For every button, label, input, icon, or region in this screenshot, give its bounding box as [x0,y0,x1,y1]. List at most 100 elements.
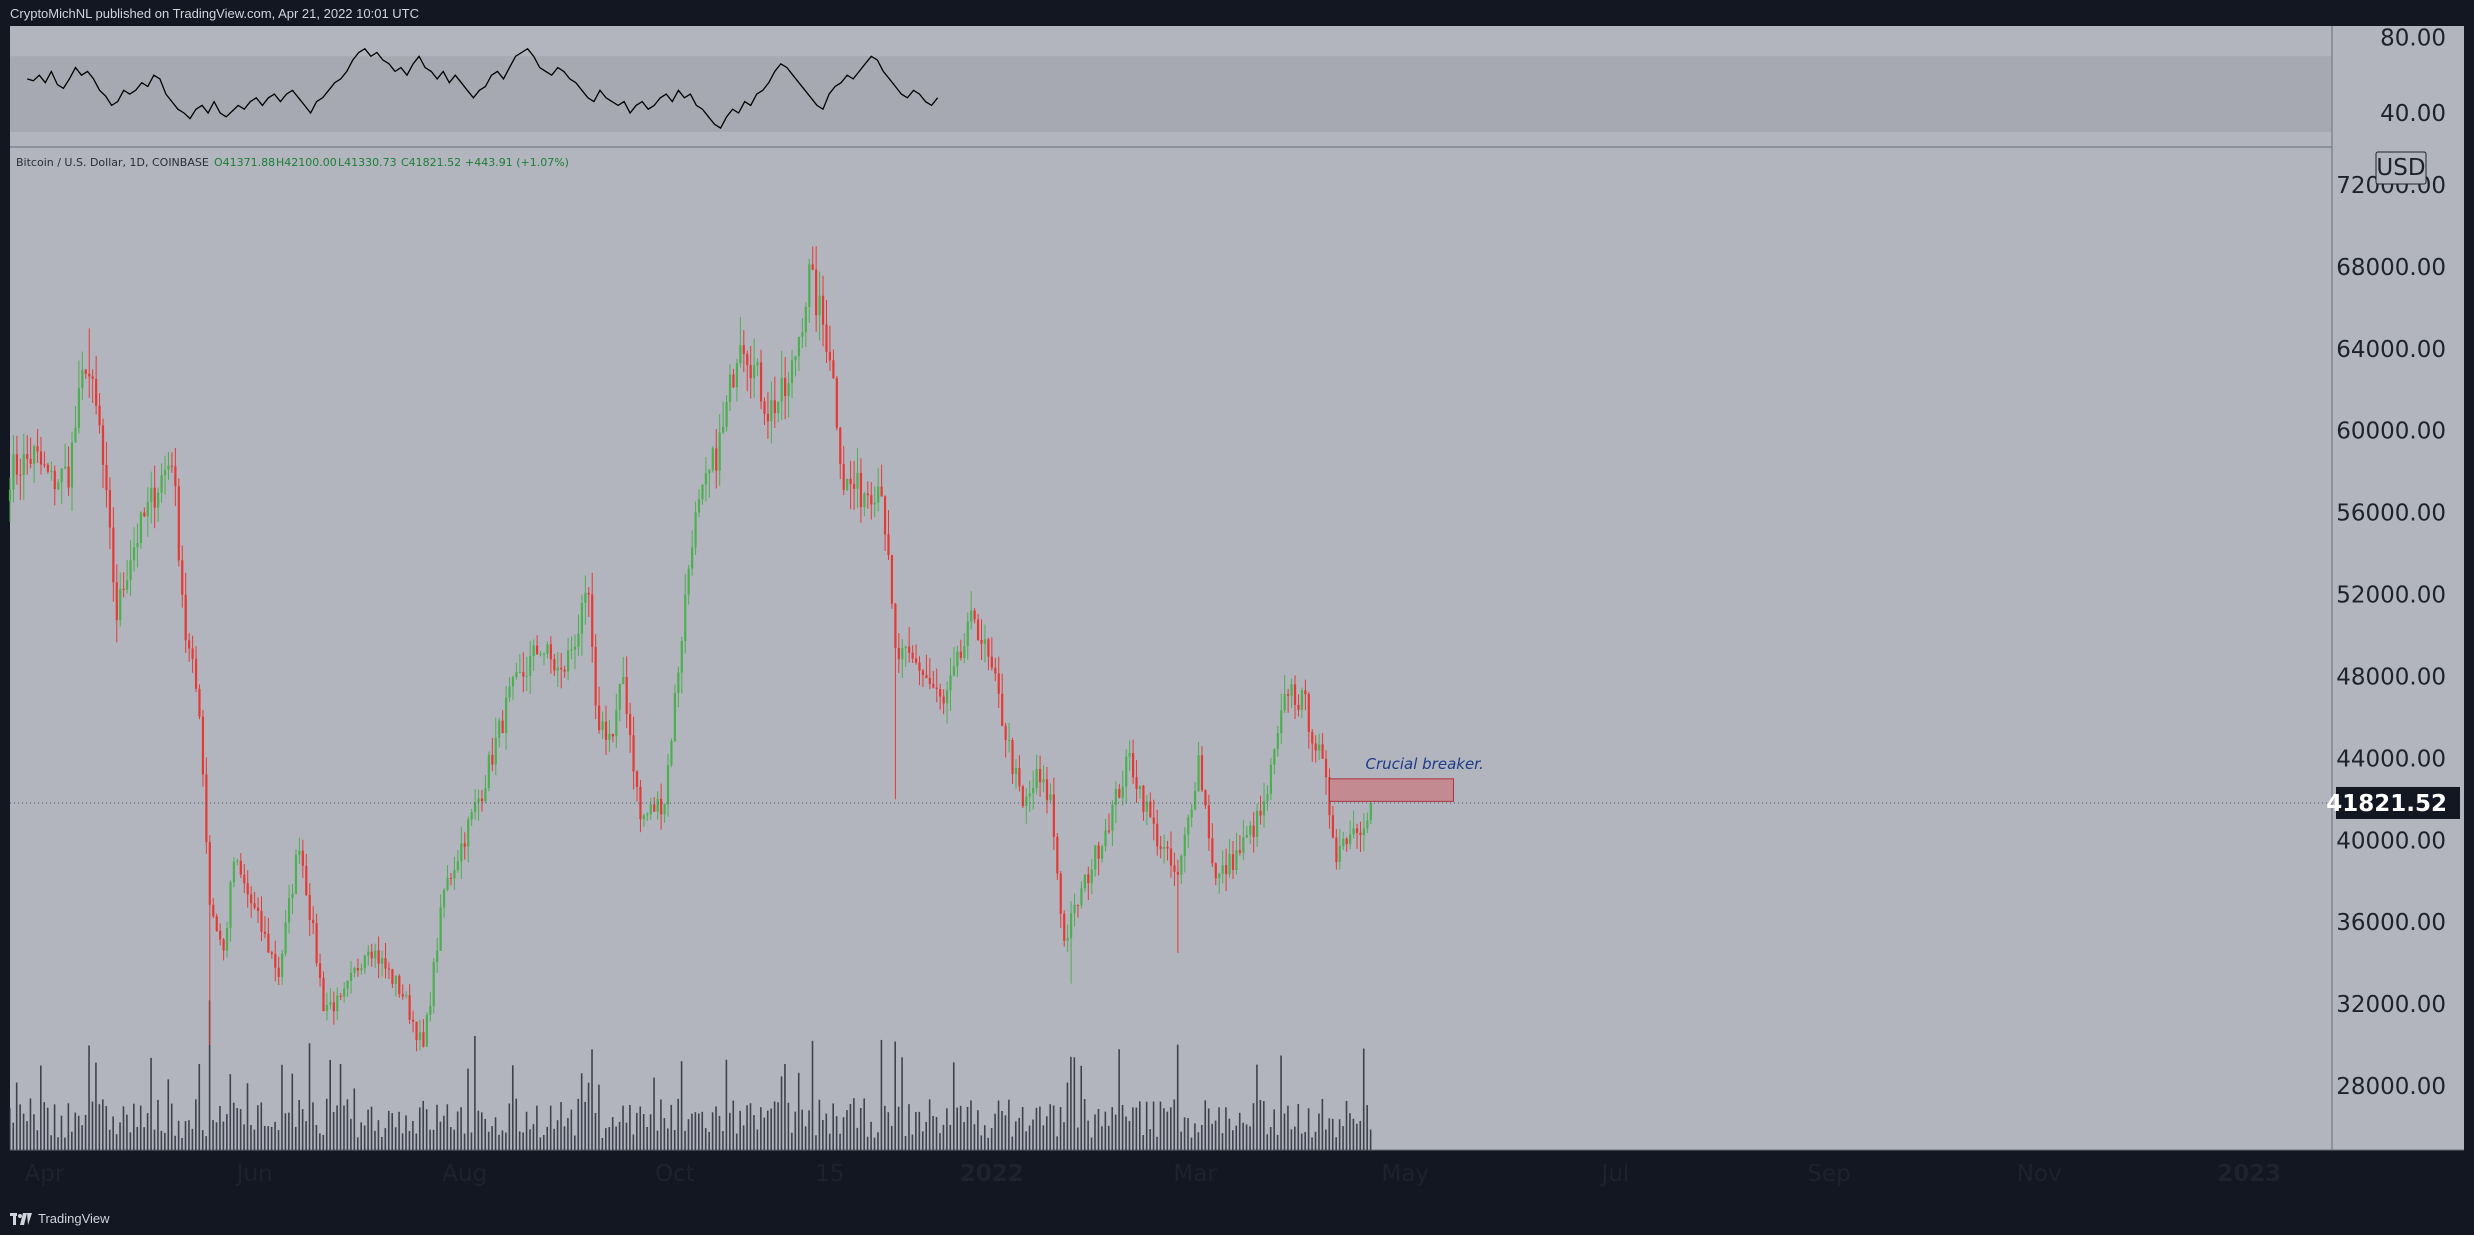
candle-body [1304,690,1307,695]
candle-body [1087,874,1090,884]
volume-bar [794,1111,797,1150]
volume-bar [50,1135,52,1150]
time-tick-label: Apr [25,1161,65,1187]
low-value: L41330.73 [338,156,397,169]
volume-bar [1052,1105,1055,1150]
volume-bar [567,1118,569,1150]
volume-bar [53,1104,56,1150]
candle-body [1049,794,1052,801]
candle-body [1056,836,1059,874]
volume-bar [229,1074,232,1150]
currency-box [2375,151,2427,185]
volume-bar [977,1110,979,1150]
volume-bar [1273,1109,1275,1150]
volume-bar [95,1062,97,1150]
candle-body [449,877,453,879]
volume-bar [1090,1137,1093,1150]
volume-bar [1076,1127,1079,1150]
volume-bar [1008,1099,1010,1150]
candle-body [935,687,938,690]
candle-body [1083,874,1086,889]
volume-bar [387,1110,390,1150]
candle-body [1324,758,1328,778]
candle-body [777,401,780,414]
volume-bar [966,1106,969,1150]
volume-bar [453,1129,456,1150]
candle-body [1197,755,1200,791]
last-price-badge [2336,786,2460,819]
candle-body [973,610,976,620]
volume-bar [40,1065,42,1150]
volume-bar [477,1110,480,1150]
candle-body [1132,752,1135,778]
volume-bar [46,1107,49,1150]
annotation-text[interactable]: Crucial breaker. [1365,755,1483,773]
candle-body [1242,837,1245,853]
publish-text: CryptoMichNL published on TradingView.co… [10,6,420,21]
price-chart[interactable]: 80.00 40.00 Bitcoin / U.S. Dollar, 1D, CO… [0,26,2474,1202]
candle-body [363,955,366,969]
time-tick-label: Aug [442,1161,487,1187]
volume-bar [139,1105,142,1150]
volume-bar [918,1111,921,1150]
volume-bar [1118,1049,1120,1150]
candle-body [1004,725,1007,741]
volume-bar [935,1117,938,1150]
candle-body [591,594,594,647]
candle-body [157,492,160,508]
candle-body [1007,739,1011,741]
volume-bar [632,1134,635,1150]
volume-bar [401,1133,404,1150]
change-value: +443.91 (+1.07%) [465,156,569,169]
last-price-label: 41821.52 [2326,791,2447,817]
currency-badge[interactable]: USD [2375,151,2427,185]
volume-bar [608,1127,611,1150]
candle-body [77,388,81,428]
volume-bar [1328,1118,1331,1150]
candle-body [112,527,115,583]
candle-body [177,486,180,561]
candle-body [570,649,573,651]
volume-bar [81,1125,83,1150]
candle-body [536,645,539,655]
candle-body [411,1019,415,1022]
price-tick-label: 36000.00 [2336,910,2446,936]
candle-body [1142,785,1145,812]
volume-bar [1345,1100,1348,1150]
candle-body [298,850,301,855]
breaker-zone-rect[interactable] [1328,778,1454,802]
volume-bar [1087,1120,1089,1150]
candle-body [50,470,53,472]
candle-body [188,640,191,649]
volume-bar [1256,1064,1258,1150]
tradingview-brand[interactable]: TradingView [10,1211,110,1226]
candle-body [439,907,442,951]
volume-bar [670,1104,673,1150]
volume-bar [339,1064,342,1150]
candle-body [732,374,735,388]
candle-body [556,667,559,671]
candle-body [1059,873,1062,914]
candle-body [1297,704,1300,710]
volume-bar [170,1103,173,1150]
volume-bar [239,1109,242,1150]
volume-bar [88,1045,90,1150]
volume-bar [281,1064,283,1150]
volume-bar [1014,1121,1017,1150]
volume-bar [629,1104,631,1150]
candle-body [1090,869,1093,884]
volume-bar [1307,1108,1310,1150]
candle-body [546,644,549,654]
volume-bar [1235,1125,1238,1150]
candle-body [518,672,521,674]
candle-body [914,658,918,663]
volume-bar [232,1102,235,1150]
volume-bar [1107,1125,1110,1150]
candle-body [532,645,535,656]
volume-bar [556,1120,559,1150]
candle-body [374,950,377,959]
candle-body [1114,789,1117,805]
rsi-tick-label: 40.00 [2380,101,2446,127]
candle-body [498,720,501,738]
candle-body [1042,779,1045,783]
